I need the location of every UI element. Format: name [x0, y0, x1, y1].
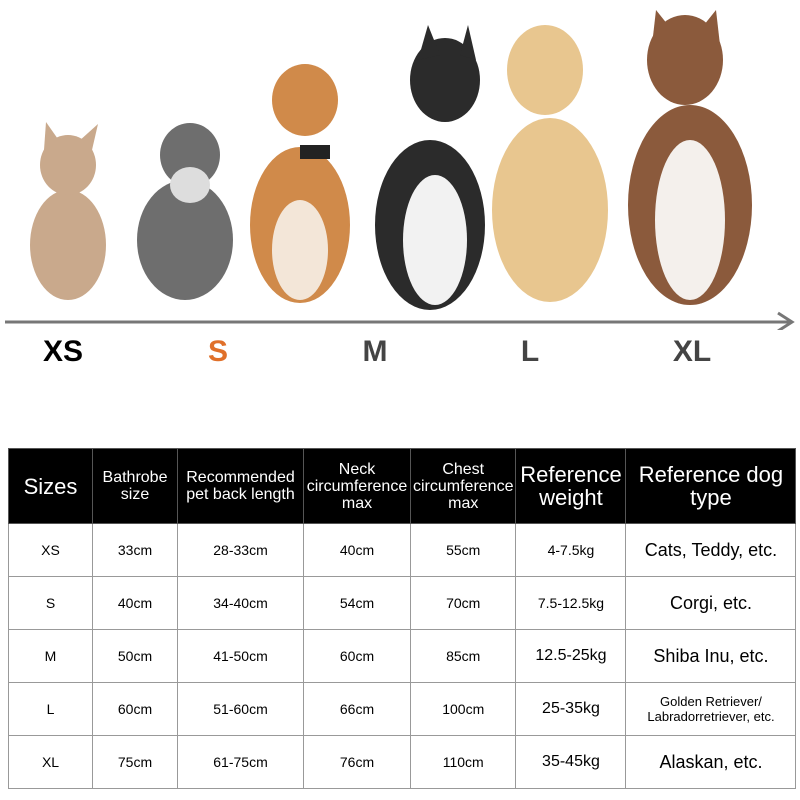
table-row: XL 75cm 61-75cm 76cm 110cm 35-45kg Alaskan, et…	[8, 735, 797, 789]
size-label: XL	[672, 335, 712, 368]
table-cell: 60cm	[92, 682, 178, 736]
size-table: Sizes Bathrobe size Recommended pet back l…	[8, 448, 797, 789]
table-row: M 50cm 41-50cm 60cm 85cm 12.5-25kg Shiba Inu, …	[8, 629, 797, 683]
dog-illustration	[5, 10, 795, 330]
table-cell: 55cm	[409, 523, 517, 577]
arrow-head	[777, 311, 795, 330]
dog-xl-1	[492, 25, 608, 302]
header-cell: Sizes	[8, 448, 93, 524]
table-cell: 33cm	[92, 523, 178, 577]
table-cell: Alaskan, etc.	[625, 735, 797, 789]
table-cell: 34-40cm	[177, 576, 304, 630]
dog-xl-2	[628, 10, 752, 305]
table-cell: XS	[8, 523, 93, 577]
table-cell: Shiba Inu, etc.	[625, 629, 797, 683]
table-cell: L	[8, 682, 93, 736]
dog-s	[137, 123, 233, 300]
table-cell: 12.5-25kg	[515, 629, 627, 683]
table-cell: 70cm	[409, 576, 517, 630]
table-cell: 41-50cm	[177, 629, 304, 683]
table-cell: XL	[8, 735, 93, 789]
table-row: XS 33cm 28-33cm 40cm 55cm 4-7.5kg Cats, Teddy,…	[8, 523, 797, 577]
table-cell: 28-33cm	[177, 523, 304, 577]
table-cell: 40cm	[92, 576, 178, 630]
table-cell: 4-7.5kg	[515, 523, 627, 577]
size-label: S	[207, 335, 229, 368]
dog-m	[250, 64, 350, 303]
header-cell: Neck circumference max	[303, 448, 411, 524]
header-cell: Bathrobe size	[92, 448, 178, 524]
table-cell: 60cm	[303, 629, 411, 683]
dog-l	[375, 25, 485, 310]
table-cell: 66cm	[303, 682, 411, 736]
table-cell: Cats, Teddy, etc.	[625, 523, 797, 577]
table-cell: S	[8, 576, 93, 630]
table-cell: 54cm	[303, 576, 411, 630]
header-cell: Recommended pet back length	[177, 448, 304, 524]
size-label: XS	[42, 335, 84, 368]
table-cell: 85cm	[409, 629, 517, 683]
header-cell: Chest circumference max	[409, 448, 517, 524]
table-cell: 75cm	[92, 735, 178, 789]
size-label: M	[362, 335, 388, 368]
table-row: L 60cm 51-60cm 66cm 100cm 25-35kg Golden Retri…	[8, 682, 797, 736]
table-cell: 100cm	[409, 682, 517, 736]
table-cell: 110cm	[409, 735, 517, 789]
table-cell: 40cm	[303, 523, 411, 577]
table-cell: 61-75cm	[177, 735, 304, 789]
table-row: S 40cm 34-40cm 54cm 70cm 7.5-12.5kg Corgi, etc…	[8, 576, 797, 630]
header-cell: Reference dog type	[625, 448, 797, 524]
table-cell: Corgi, etc.	[625, 576, 797, 630]
table-cell: 35-45kg	[515, 735, 627, 789]
table-cell: 51-60cm	[177, 682, 304, 736]
table-cell: Golden Retriever/ Labradorretriever, etc…	[625, 682, 797, 736]
size-label: L	[520, 335, 540, 368]
table-cell: 7.5-12.5kg	[515, 576, 627, 630]
header-cell: Reference weight	[515, 448, 627, 524]
table-cell: 50cm	[92, 629, 178, 683]
table-cell: M	[8, 629, 93, 683]
dog-xs	[30, 122, 106, 300]
table-cell: 25-35kg	[515, 682, 627, 736]
table-cell: 76cm	[303, 735, 411, 789]
